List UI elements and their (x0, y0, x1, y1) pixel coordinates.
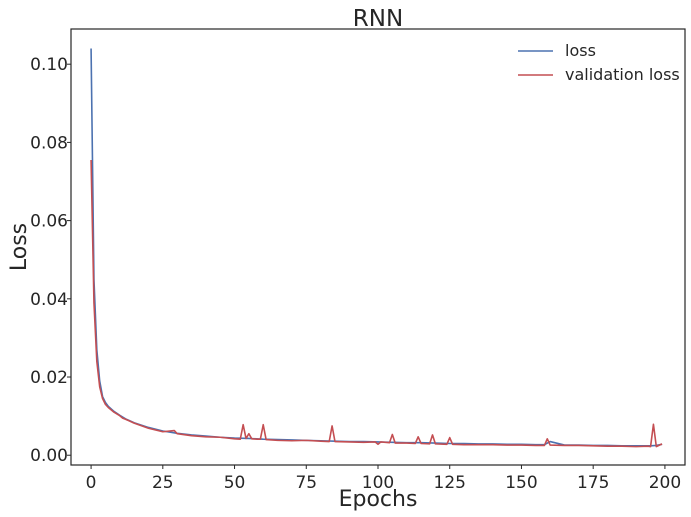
y-tick-label: 0.06 (30, 212, 68, 232)
x-tick-label: 25 (152, 473, 174, 493)
y-tick-label: 0.10 (30, 55, 68, 75)
legend-label: validation loss (565, 65, 680, 84)
y-axis-label: Loss (7, 223, 32, 271)
x-axis-ticks: 0 25 50 75 100 125 150 175 200 (86, 465, 681, 493)
series-layer (90, 48, 663, 448)
x-axis-label: Epochs (339, 487, 418, 512)
x-tick-label: 175 (577, 473, 609, 493)
x-tick-label: 100 (362, 473, 394, 493)
x-tick-label: 0 (86, 473, 97, 493)
legend: loss validation loss (518, 41, 680, 84)
y-tick-label: 0.08 (30, 133, 68, 153)
x-tick-label: 125 (434, 473, 466, 493)
x-tick-label: 50 (224, 473, 246, 493)
x-tick-label: 200 (649, 473, 681, 493)
chart-title: RNN (353, 6, 403, 32)
y-axis-ticks: 0.00 0.02 0.04 0.06 0.08 0.10 (30, 55, 71, 466)
y-tick-label: 0.04 (30, 290, 68, 310)
series-line-loss (90, 48, 663, 447)
x-tick-label: 150 (505, 473, 537, 493)
legend-label: loss (565, 41, 596, 60)
y-tick-label: 0.00 (30, 446, 68, 466)
plot-area (70, 28, 686, 466)
x-tick-label: 75 (295, 473, 317, 493)
series-line-validation-loss (90, 159, 663, 448)
y-tick-label: 0.02 (30, 368, 68, 388)
